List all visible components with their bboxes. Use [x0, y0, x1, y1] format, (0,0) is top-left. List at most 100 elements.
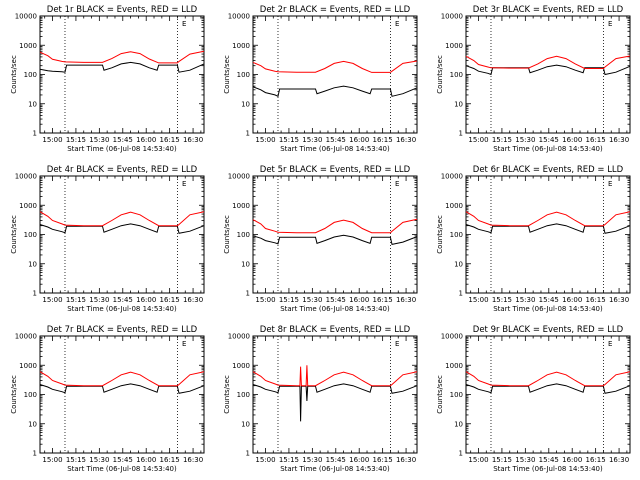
x-tick-label: 16:15: [160, 456, 180, 464]
x-tick-label: 16:15: [373, 456, 393, 464]
x-tick-label: 15:45: [326, 296, 346, 304]
x-tick-label: 15:15: [492, 136, 512, 144]
x-axis-label: Start Time (06-Jul-08 14:53:40): [493, 305, 603, 313]
chart-title: Det 1r BLACK = Events, RED = LLD: [47, 5, 198, 15]
x-tick-label: 15:00: [42, 456, 62, 464]
x-tick-label: 15:45: [326, 136, 346, 144]
x-tick-label: 15:30: [515, 136, 535, 144]
y-tick-label: 1: [459, 290, 463, 298]
x-tick-label: 15:30: [302, 296, 322, 304]
y-axis-label: Counts/sec: [223, 215, 231, 254]
y-axis-label: Counts/sec: [10, 375, 18, 414]
x-tick-label: 15:15: [279, 296, 299, 304]
x-axis-label: Start Time (06-Jul-08 14:53:40): [67, 305, 177, 313]
chart-panel-5: Det 5r BLACK = Events, RED = LLD E 1 10 100 1…: [223, 165, 418, 313]
x-tick-label: 15:15: [279, 136, 299, 144]
chart-panel-8: Det 8r BLACK = Events, RED = LLD E 1 10 100 1…: [223, 325, 418, 473]
x-axis-label: Start Time (06-Jul-08 14:53:40): [493, 465, 603, 473]
x-tick-label: 16:30: [183, 136, 203, 144]
x-tick-label: 15:30: [89, 136, 109, 144]
y-tick-label: 10000: [15, 173, 37, 181]
y-axis-label: Counts/sec: [436, 375, 444, 414]
series-line-events: [252, 85, 418, 98]
x-axis-label: Start Time (06-Jul-08 14:53:40): [280, 305, 390, 313]
series-line-events: [252, 383, 418, 422]
x-tick-label: 15:45: [326, 456, 346, 464]
y-tick-label: 1000: [445, 362, 463, 370]
y-tick-label: 10000: [441, 333, 463, 341]
x-tick-label: 15:30: [89, 296, 109, 304]
y-tick-label: 10: [241, 260, 250, 268]
series-line-lld: [252, 60, 418, 73]
x-tick-label: 15:15: [492, 456, 512, 464]
corner-label: E: [608, 20, 612, 28]
x-axis-label: Start Time (06-Jul-08 14:53:40): [67, 145, 177, 153]
y-tick-label: 100: [237, 71, 250, 79]
x-tick-label: 16:00: [349, 456, 369, 464]
x-tick-label: 15:15: [492, 296, 512, 304]
x-tick-label: 16:00: [349, 136, 369, 144]
y-tick-label: 100: [450, 391, 463, 399]
x-tick-label: 15:45: [539, 456, 559, 464]
corner-label: E: [182, 180, 186, 188]
y-tick-label: 100: [237, 231, 250, 239]
y-tick-label: 100: [450, 71, 463, 79]
x-tick-label: 15:00: [255, 296, 275, 304]
x-tick-label: 16:30: [609, 136, 629, 144]
series-line-lld: [465, 371, 631, 387]
corner-label: E: [182, 340, 186, 348]
series-line-lld: [465, 55, 631, 69]
y-tick-label: 100: [237, 391, 250, 399]
chart-title: Det 9r BLACK = Events, RED = LLD: [473, 325, 624, 335]
y-tick-label: 10: [454, 420, 463, 428]
series-line-lld: [39, 211, 205, 227]
x-tick-label: 16:15: [160, 296, 180, 304]
y-axis-label: Counts/sec: [223, 375, 231, 414]
y-tick-label: 10: [454, 260, 463, 268]
y-tick-label: 1: [33, 290, 37, 298]
x-tick-label: 16:30: [396, 456, 416, 464]
chart-title: Det 6r BLACK = Events, RED = LLD: [473, 165, 624, 175]
y-tick-label: 1000: [19, 202, 37, 210]
series-line-events: [465, 383, 631, 394]
y-tick-label: 1000: [232, 42, 250, 50]
x-axis-label: Start Time (06-Jul-08 14:53:40): [493, 145, 603, 153]
y-tick-label: 1000: [19, 42, 37, 50]
x-tick-label: 16:00: [136, 456, 156, 464]
y-tick-label: 10000: [441, 13, 463, 21]
x-tick-label: 15:45: [539, 136, 559, 144]
series-line-lld: [465, 211, 631, 227]
x-tick-label: 15:00: [42, 136, 62, 144]
y-tick-label: 10: [28, 420, 37, 428]
x-axis-label: Start Time (06-Jul-08 14:53:40): [280, 465, 390, 473]
x-tick-label: 16:30: [183, 296, 203, 304]
chart-title: Det 5r BLACK = Events, RED = LLD: [260, 165, 411, 175]
y-tick-label: 1: [246, 290, 250, 298]
corner-label: E: [395, 20, 399, 28]
y-tick-label: 10000: [15, 333, 37, 341]
y-tick-label: 10: [241, 420, 250, 428]
x-tick-label: 16:15: [373, 296, 393, 304]
series-line-events: [252, 234, 418, 245]
y-tick-label: 10000: [228, 13, 250, 21]
y-tick-label: 1000: [445, 202, 463, 210]
x-tick-label: 15:00: [468, 456, 488, 464]
y-tick-label: 1000: [232, 362, 250, 370]
y-axis-label: Counts/sec: [436, 55, 444, 94]
x-axis-label: Start Time (06-Jul-08 14:53:40): [280, 145, 390, 153]
x-tick-label: 16:30: [396, 296, 416, 304]
x-tick-label: 16:30: [609, 456, 629, 464]
chart-title: Det 8r BLACK = Events, RED = LLD: [260, 325, 411, 335]
x-tick-label: 15:30: [302, 136, 322, 144]
y-tick-label: 10000: [15, 13, 37, 21]
x-axis-label: Start Time (06-Jul-08 14:53:40): [67, 465, 177, 473]
series-line-lld: [252, 365, 418, 387]
chart-panel-3: Det 3r BLACK = Events, RED = LLD E 1 10 100 1…: [436, 5, 631, 153]
x-tick-label: 16:30: [183, 456, 203, 464]
y-tick-label: 1: [246, 130, 250, 138]
x-tick-label: 16:00: [562, 456, 582, 464]
y-axis-label: Counts/sec: [10, 55, 18, 94]
x-tick-label: 15:15: [279, 456, 299, 464]
series-line-events: [39, 383, 205, 394]
